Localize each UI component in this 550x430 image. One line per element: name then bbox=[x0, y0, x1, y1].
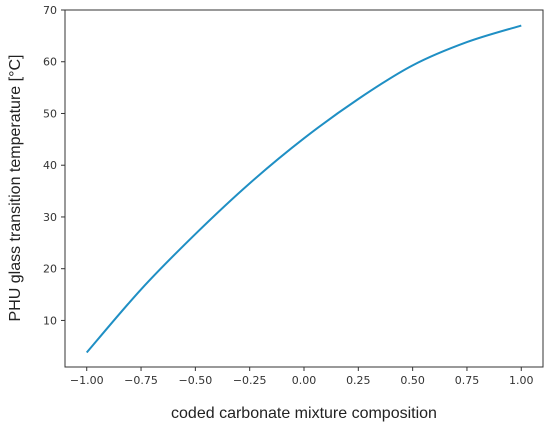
y-axis-label: PHU glass transition temperature [°C] bbox=[7, 55, 24, 322]
x-tick-label: −0.75 bbox=[124, 374, 158, 387]
y-tick-label: 60 bbox=[43, 56, 57, 69]
x-tick-label: 0.00 bbox=[292, 374, 317, 387]
y-tick-label: 70 bbox=[43, 4, 57, 17]
x-tick-label: 1.00 bbox=[509, 374, 534, 387]
x-tick-label: −1.00 bbox=[70, 374, 104, 387]
y-tick-label: 10 bbox=[43, 314, 57, 327]
x-tick-label: 0.25 bbox=[346, 374, 371, 387]
y-tick-label: 40 bbox=[43, 159, 57, 172]
y-axis-ticks: 10 20 30 40 50 60 70 bbox=[43, 4, 65, 327]
x-axis-ticks: −1.00 −0.75 −0.50 −0.25 0.00 0.25 0.50 0.75 1.00 bbox=[70, 367, 534, 387]
y-tick-label: 50 bbox=[43, 107, 57, 120]
series-line bbox=[85, 24, 522, 354]
x-tick-label: 0.50 bbox=[400, 374, 425, 387]
y-tick-label: 30 bbox=[43, 211, 57, 224]
plot-frame bbox=[64, 9, 544, 368]
x-tick-label: 0.75 bbox=[455, 374, 480, 387]
x-axis-label: coded carbonate mixture composition bbox=[171, 405, 437, 422]
x-tick-label: −0.25 bbox=[233, 374, 267, 387]
x-tick-label: −0.50 bbox=[179, 374, 213, 387]
y-tick-label: 20 bbox=[43, 263, 57, 276]
